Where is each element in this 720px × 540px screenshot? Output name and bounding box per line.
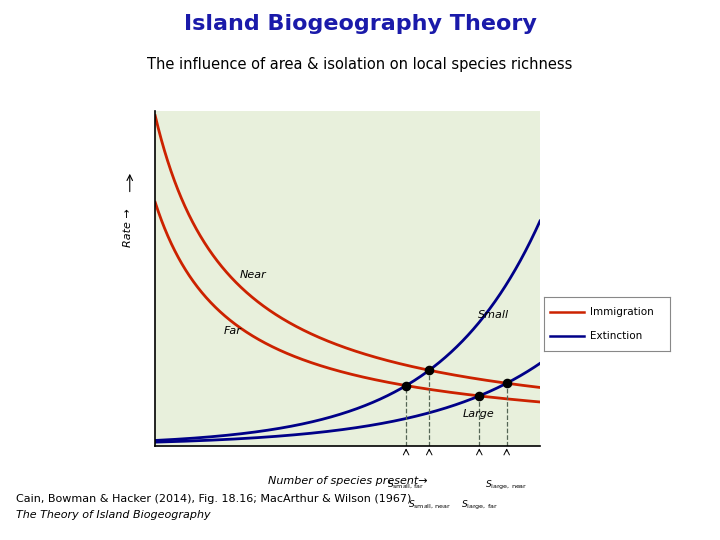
Text: Island Biogeography Theory: Island Biogeography Theory (184, 14, 536, 33)
Point (423, 366, 435, 375)
Text: Rate →: Rate → (123, 208, 132, 247)
Text: $S_{\mathrm{small,\,near}}$: $S_{\mathrm{small,\,near}}$ (408, 499, 451, 511)
Point (474, 392, 485, 400)
Text: Extinction: Extinction (590, 332, 642, 341)
Point (400, 381, 412, 390)
Text: The Theory of Island Biogeography: The Theory of Island Biogeography (16, 510, 210, 521)
Text: $S_{\mathrm{large,\,near}}$: $S_{\mathrm{large,\,near}}$ (485, 479, 528, 492)
Text: The influence of area & isolation on local species richness: The influence of area & isolation on loc… (148, 57, 572, 72)
Text: Cain, Bowman & Hacker (2014), Fig. 18.16; MacArthur & Wilson (1967): Cain, Bowman & Hacker (2014), Fig. 18.16… (16, 494, 411, 504)
Text: Far: Far (224, 326, 242, 336)
Text: Near: Near (240, 269, 266, 280)
Point (501, 379, 513, 388)
Text: $S_{\mathrm{small,\,far}}$: $S_{\mathrm{small,\,far}}$ (387, 479, 425, 491)
Text: Large: Large (463, 409, 495, 419)
Text: Immigration: Immigration (590, 307, 654, 316)
Text: Small: Small (478, 310, 510, 320)
Text: Number of species present→: Number of species present→ (268, 476, 427, 485)
Text: $S_{\mathrm{large,\,far}}$: $S_{\mathrm{large,\,far}}$ (461, 499, 498, 512)
